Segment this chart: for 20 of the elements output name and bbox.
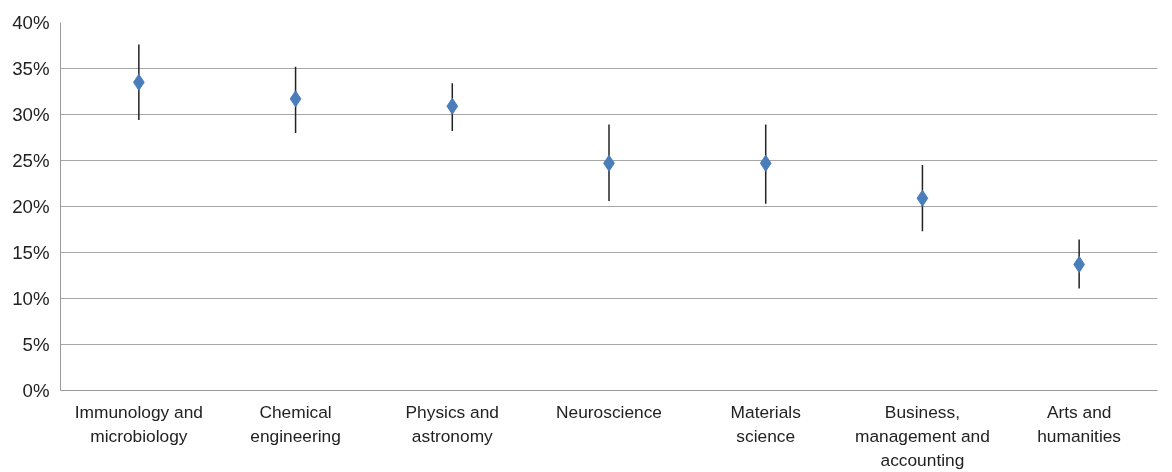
x-tick-label: Immunology and microbiology <box>74 401 203 446</box>
y-tick-label: 30% <box>12 104 50 125</box>
point <box>289 90 302 108</box>
point <box>446 97 459 115</box>
x-tick-label: Arts and humanities <box>1037 401 1122 446</box>
point <box>759 154 772 172</box>
x-tick-label: Business, management and accounting <box>854 401 990 470</box>
x-tick-label: Neuroscience <box>556 401 662 422</box>
y-tick-label: 0% <box>22 380 50 401</box>
y-tick-label: 15% <box>12 242 50 263</box>
y-tick-label: 35% <box>12 58 50 79</box>
y-tick-label: 40% <box>12 12 50 33</box>
x-tick-label: Chemical engineering <box>250 401 341 446</box>
y-tick-label: 20% <box>12 196 50 217</box>
y-tick-label: 5% <box>22 334 50 355</box>
y-tick-label: 10% <box>12 288 50 309</box>
point <box>916 189 929 207</box>
y-tick-label: 25% <box>12 150 50 171</box>
x-tick-label: Materials science <box>730 401 802 446</box>
x-tick-label: Physics and astronomy <box>405 401 500 446</box>
